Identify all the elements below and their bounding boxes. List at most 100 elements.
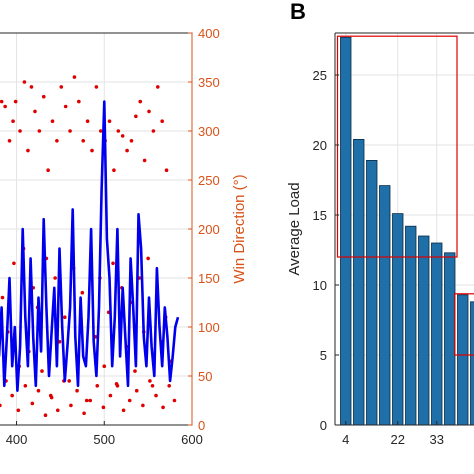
panel-a-scatter-point (7, 139, 12, 143)
panel-b-y-tick-label: 0 (320, 418, 327, 433)
panel-a-scatter-point (81, 139, 86, 143)
panel-a-scatter-point (147, 109, 151, 114)
panel-a-right-tick-label: 50 (198, 369, 212, 384)
panel-a-scatter-point (82, 411, 86, 416)
panel-b-bar (470, 301, 474, 426)
panel-a-x-tick-label: 600 (181, 432, 203, 447)
panel-b-x-ticks: 422333 (342, 421, 444, 447)
panel-a-right-axis-label: Win Direction (°) (231, 174, 248, 283)
panel-a-scatter-point (43, 413, 48, 418)
panel-b-x-tick-label: 33 (430, 432, 444, 447)
panel-a-scatter-point (95, 384, 100, 388)
panel-a-scatter-point (167, 384, 171, 388)
panel-b-highlight-box (336, 35, 458, 258)
panel-a-scatter-point (129, 139, 134, 143)
panel-a-scatter-point (63, 104, 68, 109)
panel-a-scatter-point (0, 99, 4, 104)
panel-b-y-tick-label: 10 (313, 278, 327, 293)
panel-a-scatter-point (0, 403, 2, 408)
panel-a-scatter-point (62, 315, 67, 320)
panel-a-scatter-point (18, 129, 22, 133)
panel-b-bar (353, 138, 365, 426)
panel-a-right-tick-label: 200 (198, 222, 220, 237)
panel-a-scatter-point (134, 388, 139, 393)
panel-a-scatter-point (16, 408, 21, 413)
panel-a-scatter-point (10, 393, 14, 398)
panel-a-scatter-point (84, 398, 89, 403)
panel-b-y-tick-label: 20 (313, 138, 327, 153)
panel-a-scatter-point (94, 85, 99, 89)
panel-a-scatter-point (11, 119, 15, 123)
panel-a-scatter-point (68, 129, 72, 133)
panel-b-y-tick-label: 25 (313, 68, 327, 83)
panel-a-scatter-point (67, 379, 71, 383)
panel-a: 400 500 600 0 50 100 150 200 250 300 350 400 Win D… (0, 26, 248, 447)
panel-a-scatter-point (59, 85, 64, 89)
panel-a-right-tick-label: 100 (198, 320, 220, 335)
panel-b-bar (379, 185, 391, 426)
panel-a-right-tick-label: 350 (198, 75, 220, 90)
panel-a-scatter-point (172, 398, 177, 403)
panel-a-scatter-point (49, 395, 54, 400)
panel-a-scatter-point (0, 295, 5, 300)
panel-a-scatter-point (12, 261, 16, 266)
panel-a-scatter-point (150, 384, 155, 388)
panel-a-scatter-point (53, 276, 57, 280)
panel-a-x-tick-label: 400 (6, 432, 28, 447)
panel-a-right-tick-label: 300 (198, 124, 220, 139)
panel-b-bar (444, 252, 456, 426)
panel-a-right-tick-label: 400 (198, 26, 220, 41)
panel-b-x-tick-label: 22 (391, 432, 405, 447)
panel-a-scatter-point (46, 168, 50, 172)
panel-a-scatter-point (111, 261, 115, 266)
panel-a-right-ticks: 0 50 100 150 200 250 300 350 400 (188, 26, 220, 433)
panel-a-scatter-point (116, 129, 121, 133)
panel-b-bar (366, 159, 378, 426)
panel-a-scatter-point (108, 393, 113, 398)
panel-a-right-tick-label: 0 (198, 418, 205, 433)
panel-b-letter: B (290, 0, 306, 24)
panel-a-scatter-point (151, 129, 156, 133)
panel-b-y-tick-label: 5 (320, 348, 327, 363)
panel-b-highlight-box (453, 293, 474, 356)
panel-a-scatter-point (29, 85, 34, 89)
panel-a-scatter-point (112, 168, 116, 172)
panel-b-x-tick-label: 4 (342, 432, 349, 447)
panel-b-bar (418, 235, 430, 426)
panel-a-scatter-point (148, 379, 152, 383)
panel-a-line-series (0, 100, 180, 393)
panel-a-scatter-point (155, 85, 160, 89)
panel-a-scatter-point (13, 99, 18, 104)
panel-a-scatter-point (40, 369, 44, 373)
panel-a-scatter-point (125, 148, 129, 153)
panel-a-right-tick-label: 250 (198, 173, 220, 188)
panel-b-bar (457, 294, 469, 426)
panel-b-y-ticks: 0 5 10 15 20 25 (313, 68, 339, 433)
panel-a-scatter-point (30, 401, 35, 406)
panel-b-bar (392, 213, 404, 426)
panel-a-scatter-point (55, 139, 59, 143)
panel-a-scatter-point (77, 99, 81, 104)
panel-a-scatter-point (127, 398, 132, 403)
panel-b-y-axis-label: Average Load (286, 182, 303, 275)
panel-a-scatter-point (107, 119, 112, 123)
panel-b-y-tick-label: 15 (313, 208, 327, 223)
panel-a-scatter-point (33, 109, 37, 114)
panel-a-scatter-point (134, 114, 138, 119)
panel-a-scatter-point (37, 129, 42, 133)
panel-b-bar (340, 36, 352, 426)
panel-a-scatter-series (0, 75, 177, 418)
panel-a-scatter-point (102, 364, 107, 369)
panel-a-x-ticks: 400 500 600 (6, 421, 203, 447)
panel-a-scatter-point (101, 405, 106, 410)
panel-a-scatter-point (138, 99, 143, 104)
panel-a-scatter-point (98, 129, 103, 133)
panel-a-scatter-point (36, 388, 41, 393)
panel-a-scatter-point (164, 168, 169, 172)
panel-a-scatter-point (141, 403, 145, 408)
panel-a-scatter-point (90, 148, 94, 153)
panel-a-scatter-point (121, 408, 126, 413)
panel-a-scatter-point (55, 408, 60, 413)
